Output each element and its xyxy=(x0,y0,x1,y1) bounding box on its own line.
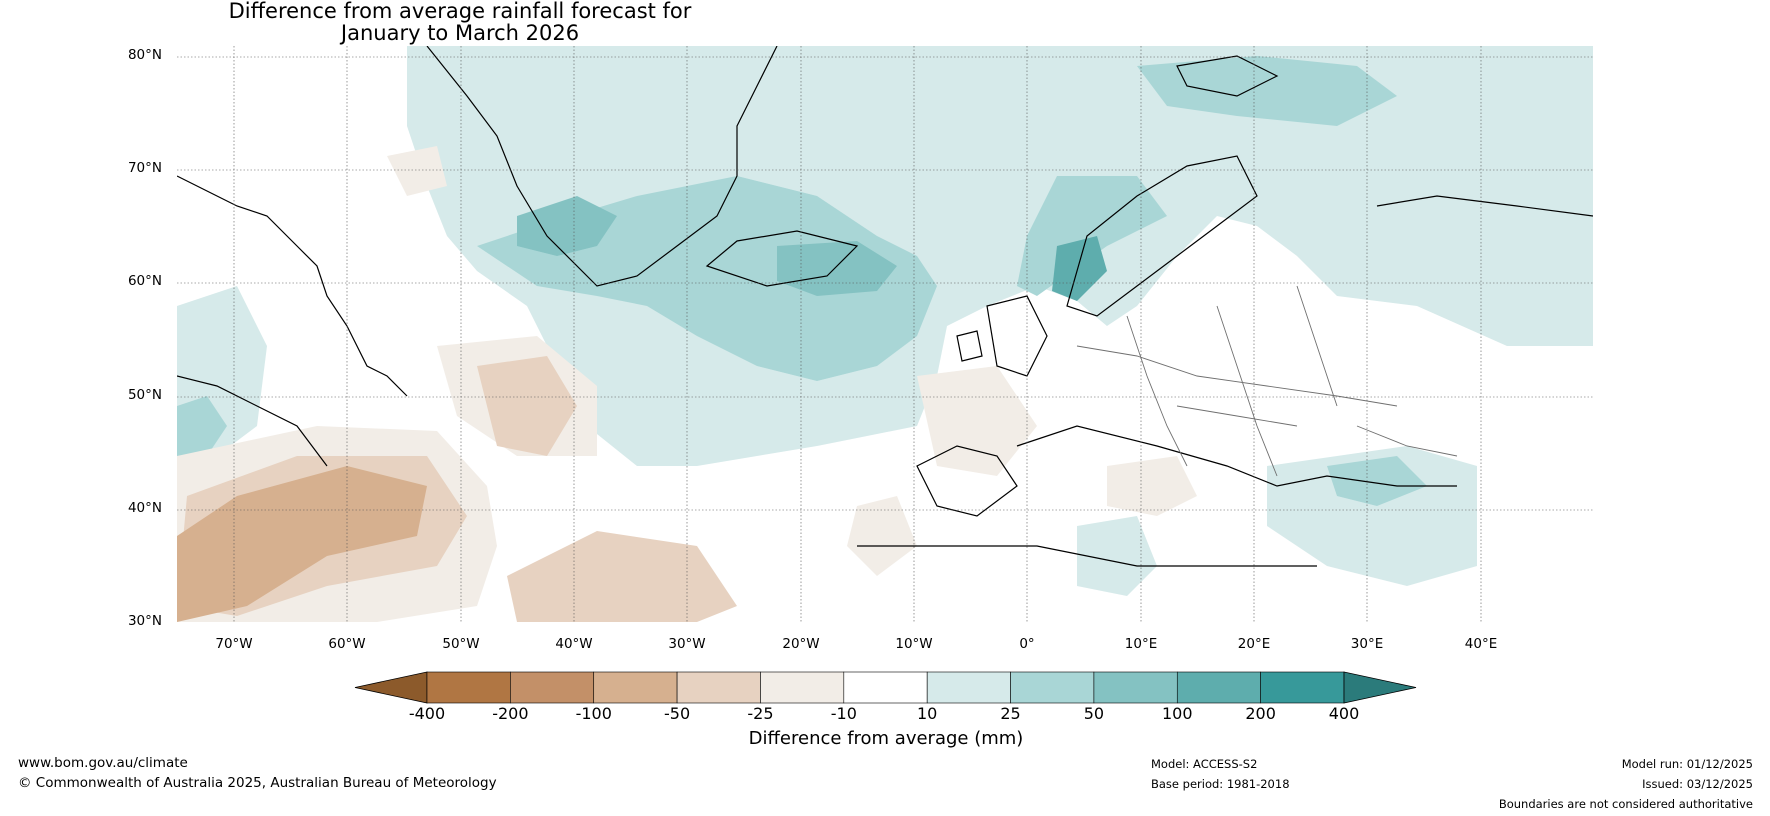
lat-label-70n: 70°N xyxy=(127,160,162,176)
lon-label-30w: 30°W xyxy=(668,636,706,652)
dry-region-balkans xyxy=(1107,456,1197,516)
model-text: Model: ACCESS-S2 xyxy=(1151,757,1258,771)
border-germany-poland xyxy=(1126,315,1188,467)
dry-region-canary-basin xyxy=(507,531,737,622)
lon-label-40w: 40°W xyxy=(555,636,593,652)
colorbar-segment xyxy=(1260,671,1345,704)
title-line-2: January to March 2026 xyxy=(340,21,580,45)
wet-region-black-sea xyxy=(1267,446,1477,586)
wet-region-gulf-st-lawrence xyxy=(177,396,227,456)
wet-region-svalbard xyxy=(1137,56,1397,126)
coastline-greenland xyxy=(426,46,778,287)
disclaimer-text: Boundaries are not considered authoritat… xyxy=(1498,797,1753,811)
coastline-north-africa xyxy=(857,545,1317,567)
colorbar-segment xyxy=(1176,671,1261,704)
model-run-text: Model run: 01/12/2025 xyxy=(1621,757,1753,771)
wet-region-central-med xyxy=(1077,516,1157,596)
lon-label-60w: 60°W xyxy=(328,636,366,652)
lon-label-20e: 20°E xyxy=(1237,636,1271,652)
wet-region-western-norway xyxy=(1052,236,1107,301)
lon-label-10e: 10°E xyxy=(1124,636,1158,652)
colorbar-segment xyxy=(676,671,761,704)
coastline-iberia xyxy=(916,445,1018,517)
colorbar-tick-label: 400 xyxy=(1328,704,1360,723)
colorbar-segment xyxy=(426,671,511,704)
colorbar-tick-label: -200 xyxy=(492,704,529,723)
colorbar-segment xyxy=(1093,671,1178,704)
issued-text: Issued: 03/12/2025 xyxy=(1642,777,1753,791)
dry-region-iberia xyxy=(847,496,917,576)
colorbar-segment xyxy=(843,671,928,704)
lon-label-0: 0° xyxy=(1019,636,1035,652)
dry-region-mid-atlantic-core xyxy=(477,356,577,456)
border-eastern-europe xyxy=(1216,305,1278,477)
dry-region-baffin xyxy=(387,146,447,196)
lat-label-30n: 30°N xyxy=(127,613,162,629)
lat-label-80n: 80°N xyxy=(127,47,162,63)
colorbar xyxy=(354,671,1417,704)
wet-region-north-atlantic xyxy=(407,46,1593,466)
colorbar-segment xyxy=(926,671,1011,704)
colorbar-tick-label: -10 xyxy=(830,704,857,723)
coastline-ireland xyxy=(956,330,983,362)
lat-label-40n: 40°N xyxy=(127,500,162,516)
lon-label-10w: 10°W xyxy=(895,636,933,652)
graticule xyxy=(177,46,1593,622)
lon-label-30e: 30°E xyxy=(1350,636,1384,652)
colorbar-segment xyxy=(760,671,845,704)
coastline-southern-europe xyxy=(1016,425,1457,487)
wet-anomaly-regions xyxy=(177,46,1593,596)
colorbar-segment xyxy=(593,671,678,704)
colorbar-tick-label: -100 xyxy=(575,704,612,723)
colorbar-segment xyxy=(510,671,595,704)
national-borders xyxy=(1076,285,1458,477)
coastline-scandinavia xyxy=(1066,155,1258,317)
base-period-text: Base period: 1981-2018 xyxy=(1151,777,1290,791)
coastline-iceland xyxy=(705,230,859,287)
wet-region-south-greenland xyxy=(517,196,617,256)
colorbar-tick-label: -400 xyxy=(408,704,446,723)
lat-label-60n: 60°N xyxy=(127,273,162,289)
coastline-labrador xyxy=(177,175,408,397)
coastline-arctic-russia xyxy=(1376,195,1593,217)
dry-region-sargasso-core xyxy=(177,466,427,622)
border-ukraine-russia xyxy=(1356,425,1458,457)
coastline-nova-scotia xyxy=(177,375,328,467)
border-austria-hungary xyxy=(1176,405,1298,427)
map-area xyxy=(177,46,1593,622)
copyright-text: © Commonwealth of Australia 2025, Austra… xyxy=(18,775,497,791)
title-line-1: Difference from average rainfall forecas… xyxy=(228,0,692,23)
map-title: Difference from average rainfall forecas… xyxy=(0,0,1390,44)
coastline-svalbard xyxy=(1176,55,1279,97)
colorbar-tick-label: 200 xyxy=(1245,704,1276,723)
colorbar-tick-label: 100 xyxy=(1161,704,1193,723)
rainfall-map xyxy=(177,46,1593,622)
colorbar-arrow-high xyxy=(1343,671,1417,704)
lon-label-70w: 70°W xyxy=(215,636,253,652)
coastlines xyxy=(177,46,1593,567)
lon-label-50w: 50°W xyxy=(442,636,480,652)
wet-region-norway-coast xyxy=(1017,176,1167,296)
lon-label-20w: 20°W xyxy=(782,636,820,652)
colorbar-tick-label: 10 xyxy=(916,704,938,723)
colorbar-tick-label: -50 xyxy=(664,704,691,723)
colorbar-arrow-low xyxy=(354,671,428,704)
colorbar-tick-label: 50 xyxy=(1083,704,1105,723)
colorbar-tick-label: -25 xyxy=(747,704,774,723)
lat-label-50n: 50°N xyxy=(127,387,162,403)
dry-anomaly-regions xyxy=(177,146,1197,622)
border-baltic-belarus xyxy=(1296,285,1338,407)
colorbar-tick-label: 25 xyxy=(1000,704,1021,723)
colorbar-segment xyxy=(1010,671,1095,704)
website-link[interactable]: www.bom.gov.au/climate xyxy=(18,755,188,771)
colorbar-title: Difference from average (mm) xyxy=(748,728,1024,749)
coastline-britain xyxy=(986,295,1048,377)
wet-region-iceland-south xyxy=(777,241,897,296)
lon-label-40e: 40°E xyxy=(1464,636,1498,652)
border-central-europe xyxy=(1076,345,1398,407)
wet-region-caucasus xyxy=(1327,456,1427,506)
dry-region-france xyxy=(917,366,1037,476)
